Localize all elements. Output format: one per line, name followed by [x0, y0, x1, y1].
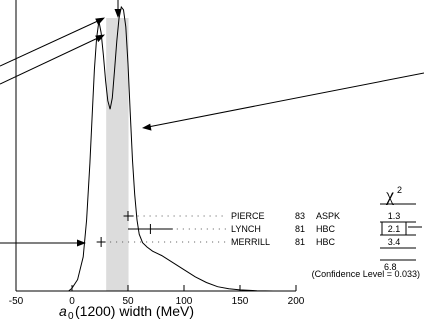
ideogram-curve — [68, 5, 274, 292]
arrow-upper-left-1 — [0, 19, 101, 67]
tick-layer: -50 0 50 100 150 200 — [9, 285, 305, 307]
chi-squared-total: 6.8 — [384, 262, 397, 272]
chi-squared-exponent: 2 — [397, 185, 402, 195]
arrow-upper-left-2 — [0, 36, 101, 85]
x-tick-label: -50 — [9, 296, 24, 307]
arrow-upper-left-2-head — [95, 34, 105, 43]
measurement-technique: ASPK — [316, 211, 340, 221]
arrow-upper-left-1-head — [95, 17, 105, 26]
measurement-year: 83 — [295, 211, 305, 221]
measurement-year: 81 — [295, 224, 305, 234]
arrow-lower-left-head — [77, 239, 86, 247]
measurement-chi2: 2.1 — [388, 224, 401, 234]
x-axis-label-rest: (1200) width (MeV) — [75, 303, 194, 319]
measurement-name: LYNCH — [231, 224, 261, 234]
text-layer: χ 2 6.8 (Confidence Level = 0.033) a 0 (… — [59, 185, 420, 322]
measurement-technique: HBC — [316, 237, 336, 247]
confidence-level-label: (Confidence Level = 0.033) — [312, 269, 420, 279]
annotation-layer — [0, 0, 424, 261]
shaded-band — [106, 18, 129, 291]
measurement-chi2: 1.3 — [388, 211, 401, 221]
arrow-right-long-head — [142, 123, 152, 131]
measurement-layer: PIERCE 83 ASPK 1.3 LYNCH 81 HBC 2.1 MERRILL 81 HBC… — [96, 211, 416, 249]
x-tick-label: 150 — [232, 296, 249, 307]
x-tick-label: 200 — [288, 296, 305, 307]
arrow-top-head — [114, 9, 122, 18]
measurement-name: PIERCE — [231, 211, 265, 221]
curve-layer — [68, 5, 274, 292]
measurement-chi2: 3.4 — [388, 237, 401, 247]
arrow-right-long — [147, 72, 424, 128]
band-layer — [106, 18, 129, 291]
x-tick-label: 100 — [176, 296, 193, 307]
measurement-year: 81 — [295, 237, 305, 247]
chi-squared-symbol: χ — [385, 185, 394, 205]
x-tick-label: 50 — [122, 296, 134, 307]
measurement-name: MERRILL — [231, 237, 270, 247]
measurement-technique: HBC — [316, 224, 336, 234]
x-axis-label-subscript: 0 — [68, 311, 74, 322]
x-tick-label: 0 — [69, 296, 75, 307]
x-axis-label-main: a — [59, 303, 67, 319]
axis-layer — [15, 0, 296, 292]
